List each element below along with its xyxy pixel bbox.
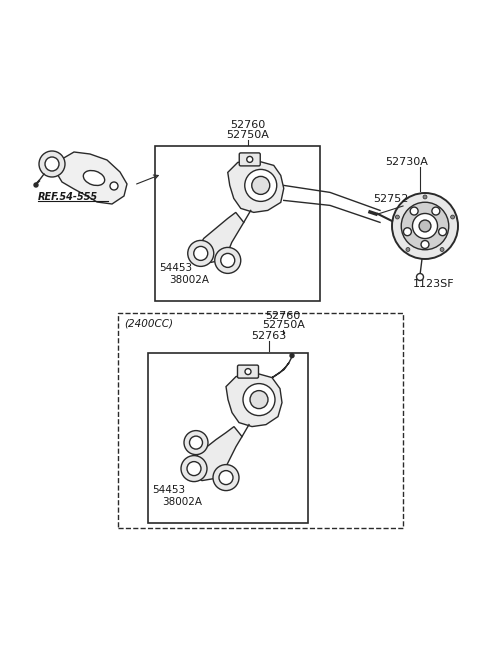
Circle shape (439, 228, 446, 236)
Bar (155, 146, 320, 301)
Polygon shape (226, 373, 282, 426)
Text: 52750A: 52750A (262, 320, 305, 330)
Circle shape (404, 228, 411, 236)
Circle shape (39, 151, 65, 177)
Circle shape (423, 195, 427, 199)
Circle shape (188, 240, 214, 266)
Text: (2400CC): (2400CC) (124, 319, 173, 329)
Text: 54453: 54453 (152, 485, 185, 495)
Bar (148, 353, 308, 523)
Circle shape (34, 183, 38, 187)
Polygon shape (56, 152, 127, 204)
Circle shape (110, 182, 118, 190)
Circle shape (401, 202, 449, 250)
Circle shape (290, 354, 294, 358)
Text: 54453: 54453 (159, 263, 192, 273)
Circle shape (417, 274, 423, 281)
Circle shape (45, 157, 59, 171)
Circle shape (410, 207, 418, 215)
Circle shape (184, 430, 208, 455)
Polygon shape (198, 213, 244, 262)
Text: 38002A: 38002A (169, 275, 209, 285)
Circle shape (252, 176, 270, 194)
Circle shape (221, 253, 235, 268)
Circle shape (412, 213, 438, 239)
Text: 52763: 52763 (252, 331, 287, 341)
Text: 52730A: 52730A (385, 157, 429, 167)
Text: 38002A: 38002A (162, 497, 202, 507)
Polygon shape (192, 426, 242, 481)
Circle shape (213, 464, 239, 491)
FancyBboxPatch shape (238, 365, 259, 378)
Text: 52760: 52760 (230, 120, 265, 130)
Circle shape (247, 156, 253, 163)
Polygon shape (272, 363, 289, 378)
Circle shape (250, 390, 268, 409)
Circle shape (243, 384, 275, 416)
Text: REF.54-555: REF.54-555 (38, 192, 98, 202)
Circle shape (440, 247, 444, 251)
Text: 52752: 52752 (373, 194, 408, 204)
Circle shape (245, 369, 251, 375)
Bar (118, 313, 403, 528)
Circle shape (406, 247, 410, 251)
Circle shape (215, 247, 241, 274)
Text: 52760: 52760 (265, 311, 301, 321)
Ellipse shape (84, 171, 105, 186)
Circle shape (419, 220, 431, 232)
Circle shape (187, 462, 201, 476)
FancyBboxPatch shape (239, 153, 260, 166)
Circle shape (245, 169, 277, 201)
Circle shape (190, 436, 203, 449)
Circle shape (396, 215, 399, 219)
Circle shape (219, 470, 233, 485)
Polygon shape (228, 161, 284, 213)
Text: 1123SF: 1123SF (413, 279, 455, 289)
Circle shape (181, 456, 207, 482)
Text: 52750A: 52750A (226, 130, 269, 140)
Circle shape (421, 241, 429, 249)
Circle shape (194, 247, 208, 260)
Circle shape (432, 207, 440, 215)
Circle shape (451, 215, 455, 219)
Circle shape (392, 193, 458, 259)
